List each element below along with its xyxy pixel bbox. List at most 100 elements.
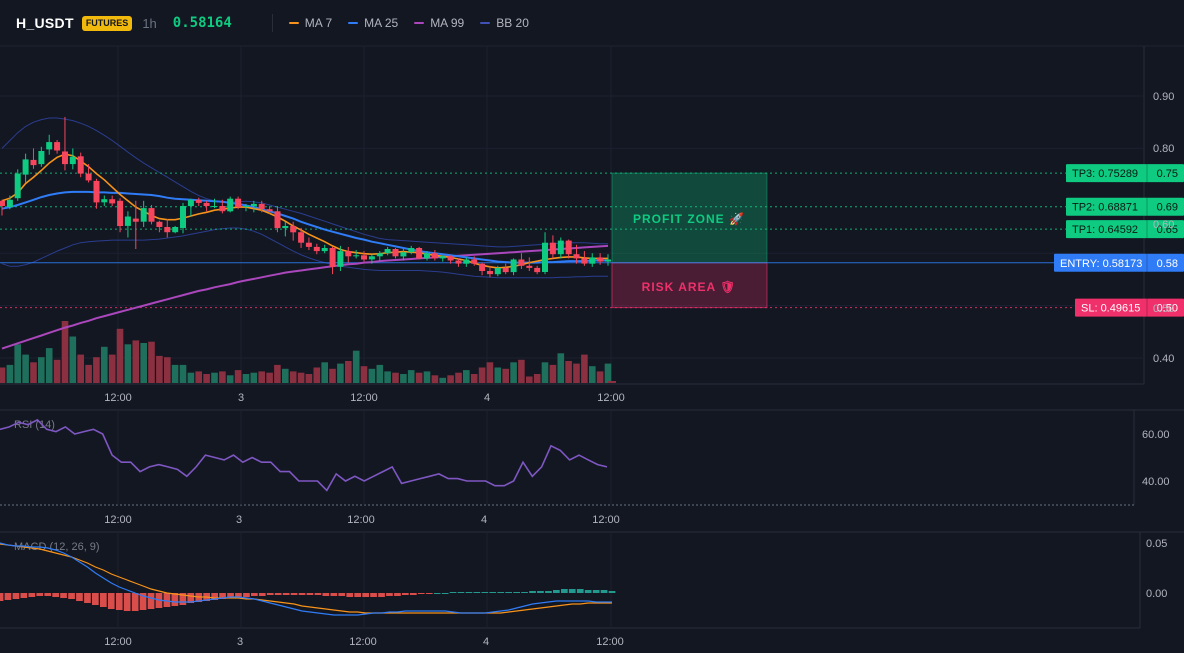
macd-histogram-bar — [338, 593, 346, 596]
legend-bb20-swatch — [480, 22, 491, 24]
macd-title: MACD (12, 26, 9) — [14, 541, 100, 553]
volume-bar — [258, 371, 265, 383]
volume-bar — [22, 354, 29, 383]
macd-histogram-bar — [100, 593, 107, 607]
volume-bar — [30, 362, 37, 383]
candle-body — [463, 259, 470, 264]
candlesticks[interactable] — [0, 116, 611, 278]
candle-body — [557, 240, 564, 255]
candle-body — [305, 242, 312, 247]
macd-histogram-bar — [147, 593, 155, 609]
tp2-tag-label: TP2: 0.68871 — [1072, 202, 1138, 214]
candle-body — [69, 156, 76, 165]
rsi-axis[interactable]: 60.00 40.00 — [1142, 429, 1170, 488]
volume-bar — [470, 374, 478, 383]
legend-ma99[interactable]: MA 99 — [414, 16, 464, 30]
macd-histogram-bar — [425, 593, 433, 594]
legend-bb20[interactable]: BB 20 — [480, 16, 529, 30]
volume-bar — [6, 364, 14, 383]
volume-bar — [352, 350, 360, 383]
bb-upper-line — [1, 117, 608, 248]
candle-body — [408, 248, 415, 253]
legend-ma7[interactable]: MA 7 — [288, 16, 332, 30]
indicator-legend: MA 7 MA 25 MA 99 BB 20 — [288, 16, 545, 30]
macd-histogram-bar — [115, 593, 123, 610]
candle-body — [487, 271, 493, 275]
macd-signal-line — [0, 543, 612, 614]
time-tick-label: 12:00 — [104, 636, 132, 648]
volume-bar — [502, 368, 509, 383]
volume-bar — [415, 372, 423, 383]
time-tick-label: 4 — [484, 392, 490, 404]
macd-histogram-bar — [568, 589, 576, 593]
macd-histogram-bar — [553, 590, 560, 593]
legend-ma25[interactable]: MA 25 — [348, 16, 398, 30]
volume-bar — [132, 340, 140, 383]
price-axis[interactable]: 0.90 0.80 0.60 0.50 0.40 — [1153, 91, 1174, 365]
entry-tag-label: ENTRY: 0.58173 — [1060, 258, 1142, 270]
macd-histogram-bar — [346, 593, 354, 597]
macd-histogram-bar — [84, 593, 91, 603]
volume-bar — [423, 371, 431, 383]
candle-body — [313, 246, 320, 252]
candle-body — [447, 256, 454, 261]
pane-chrome — [0, 45, 1184, 629]
candle-body — [431, 253, 438, 259]
candle-body — [439, 256, 446, 259]
macd-histogram-bar — [545, 591, 552, 593]
volume-bar — [242, 374, 250, 383]
candle-body — [235, 198, 242, 208]
candle-body — [227, 198, 234, 212]
macd-histogram-bar — [131, 593, 139, 611]
candle-body — [353, 255, 360, 257]
macd-histogram-bar — [44, 593, 52, 596]
volume-bar — [478, 367, 486, 383]
sl-tag-label: SL: 0.49615 — [1081, 303, 1140, 315]
volume-bar — [337, 363, 344, 383]
macd-histogram-bar — [163, 593, 171, 607]
candle-body — [424, 253, 430, 259]
volume-bar — [573, 363, 580, 383]
volume-bar — [486, 362, 494, 383]
symbol-name[interactable]: H_USDT — [16, 15, 74, 31]
time-tick-label: 12:00 — [350, 392, 378, 404]
candle-body — [195, 199, 202, 203]
timeframe-label[interactable]: 1h — [142, 15, 157, 31]
profit-zone-label: PROFIT ZONE 🚀 — [633, 212, 745, 226]
time-axis-price[interactable]: 12:00 3 12:00 4 12:00 — [104, 392, 625, 404]
macd-histogram-bar — [0, 593, 4, 601]
legend-ma25-swatch — [348, 22, 359, 24]
volume-bar — [289, 371, 297, 383]
candle-body — [22, 159, 29, 175]
macd-histogram-bar — [465, 592, 473, 593]
risk-area-box — [611, 262, 768, 309]
price-tick-label: 0.90 — [1153, 91, 1174, 103]
macd-histogram-bar — [219, 593, 226, 599]
volume-bar — [77, 354, 84, 383]
time-axis-macd[interactable]: 12:00 3 12:00 4 12:00 — [104, 636, 624, 648]
legend-bb20-label: BB 20 — [496, 16, 529, 30]
time-tick-label: 12:00 — [347, 514, 375, 526]
volume-bar — [85, 364, 92, 383]
macd-histogram-bar — [584, 590, 592, 593]
candle-body — [156, 221, 163, 227]
macd-histogram-bar — [139, 593, 147, 610]
candle-body — [187, 199, 194, 207]
time-tick-label: 3 — [236, 514, 242, 526]
entry-price-tag — [1054, 253, 1184, 272]
candle-body — [518, 259, 525, 266]
sl-tag-axis-value: 0.50 — [1157, 303, 1178, 315]
macd-histogram-bar — [266, 593, 274, 595]
macd-histogram-bar — [251, 593, 258, 596]
time-axis-rsi[interactable]: 12:00 3 12:00 4 12:00 — [104, 514, 620, 526]
macd-histogram-bar — [576, 589, 584, 593]
grid-lines — [0, 46, 1144, 628]
volume-bar — [376, 364, 384, 383]
macd-histogram-bar — [92, 593, 99, 605]
macd-axis[interactable]: 0.05 0.00 — [1146, 538, 1167, 600]
volume-bar — [140, 343, 147, 383]
volume-bar — [305, 374, 313, 383]
volume-bar — [463, 370, 470, 383]
candle-body — [471, 259, 478, 264]
